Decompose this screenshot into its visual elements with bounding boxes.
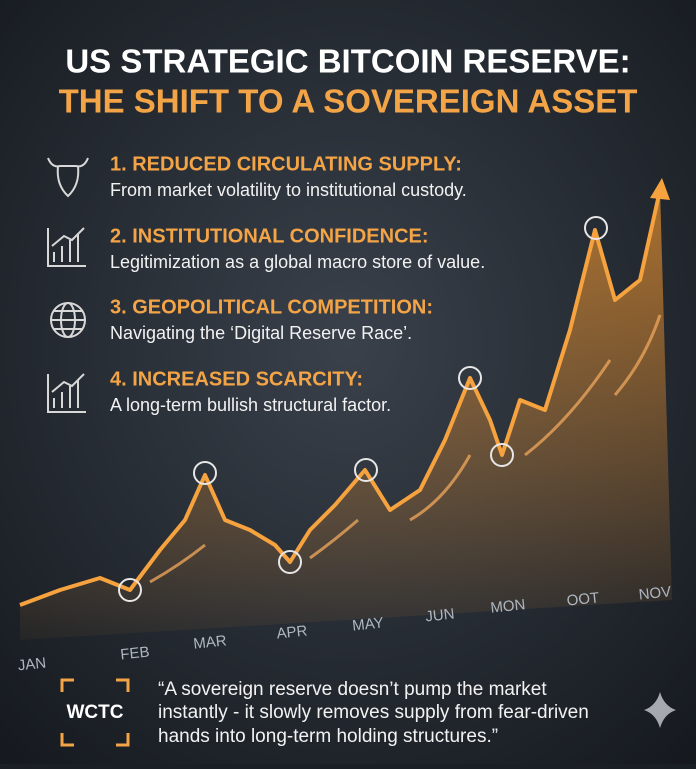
point-heading: 2. INSTITUTIONAL CONFIDENCE:: [110, 225, 429, 247]
point-heading: 4. INCREASED SCARCITY:: [110, 368, 363, 390]
sparkle: [644, 692, 676, 728]
price-line: [19, 189, 662, 607]
axis-label: MAY: [351, 614, 384, 634]
point-text: Legitimization as a global macro store o…: [110, 252, 485, 272]
trend-arrows: [149, 314, 662, 584]
axis-label: JAN: [17, 655, 47, 675]
logo: WCTC: [67, 702, 124, 723]
icons: [47, 157, 89, 413]
price-area: [20, 190, 672, 640]
axis-label: MAR: [192, 632, 227, 652]
quote-line: instantly - it slowly removes supply fro…: [158, 702, 589, 723]
highlight-circles: [118, 216, 608, 602]
point-text: From market volatility to institutional …: [110, 180, 467, 200]
axis-labels: JAN FEB MAR APR MAY JUN MON OOT NOV: [17, 583, 672, 674]
axis-label: NOV: [638, 583, 672, 603]
axis-label: JUN: [425, 605, 456, 625]
axis-label: MON: [490, 596, 527, 617]
point-heading: 1. REDUCED CIRCULATING SUPPLY:: [110, 153, 462, 175]
title-line: US STRATEGIC BITCOIN RESERVE:: [65, 43, 630, 80]
axis-label: OOT: [566, 589, 600, 609]
axis-label: APR: [276, 622, 309, 642]
axis-label: FEB: [120, 643, 151, 663]
point-text: A long-term bullish structural factor.: [110, 395, 391, 415]
quote-line: hands into long-term holding structures.…: [158, 726, 498, 747]
arrow-head: [650, 178, 670, 200]
point-heading: 3. GEOPOLITICAL COMPETITION:: [110, 296, 433, 318]
point-text: Navigating the ‘Digital Reserve Race’.: [110, 323, 412, 343]
quote-line: “A sovereign reserve doesn’t pump the ma…: [158, 679, 547, 700]
logo-frame: [60, 678, 130, 747]
title-line: THE SHIFT TO A SOVEREIGN ASSET: [59, 83, 638, 120]
